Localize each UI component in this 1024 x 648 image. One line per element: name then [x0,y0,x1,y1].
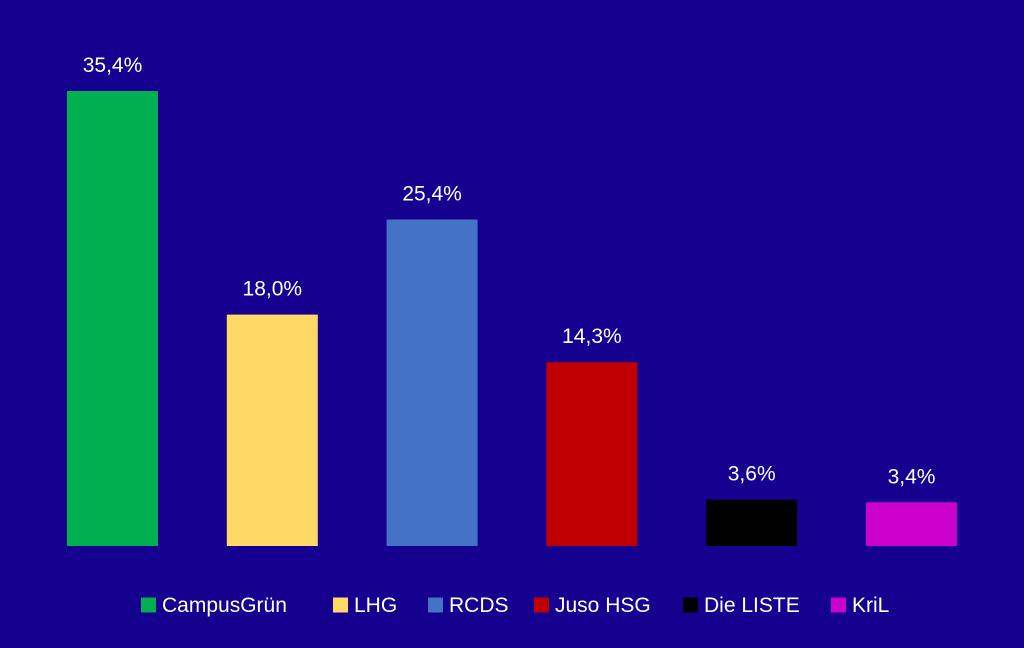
legend-item-juso-hsg: Juso HSG [534,594,651,617]
value-label-lhg: 18,0% [243,278,303,301]
bar-juso-hsg [546,362,638,546]
legend-swatch-rcds [428,597,443,613]
legend-swatch-die-liste [683,597,698,613]
bar-campusgr-n [67,91,158,546]
legend-swatch-kril [831,597,846,613]
legend-item-rcds: RCDS [428,594,509,617]
value-label-campusgr-n: 35,4% [83,54,143,77]
legend-label-lhg: LHG [354,594,397,617]
legend-item-campusgr-n: CampusGrün [141,594,287,617]
value-label-kril: 3,4% [888,465,936,488]
legend-label-juso-hsg: Juso HSG [555,594,651,617]
value-label-juso-hsg: 14,3% [562,325,622,348]
legend-swatch-lhg [333,597,348,613]
legend-label-rcds: RCDS [449,594,509,617]
legend-label-campusgr-n: CampusGrün [162,594,287,617]
legend: CampusGrün LHG RCDS Juso HSG Die LISTE KriL [141,594,889,617]
bars-layer [67,91,957,546]
legend-label-kril: KriL [852,594,889,617]
legend-item-kril: KriL [831,594,889,617]
bar-die-liste [706,499,798,546]
legend-item-die-liste: Die LISTE [683,594,800,617]
legend-swatch-juso-hsg [534,597,549,613]
value-label-die-liste: 3,6% [728,463,776,486]
bar-rcds [386,219,478,546]
legend-label-die-liste: Die LISTE [704,594,800,617]
value-labels-layer: 35,4% 18,0% 25,4% 14,3% 3,6% 3,4% [83,54,936,488]
bar-lhg [226,314,318,546]
legend-item-lhg: LHG [333,594,397,617]
legend-swatch-campusgr-n [141,597,156,613]
bar-kril [866,502,957,546]
value-label-rcds: 25,4% [402,183,462,206]
